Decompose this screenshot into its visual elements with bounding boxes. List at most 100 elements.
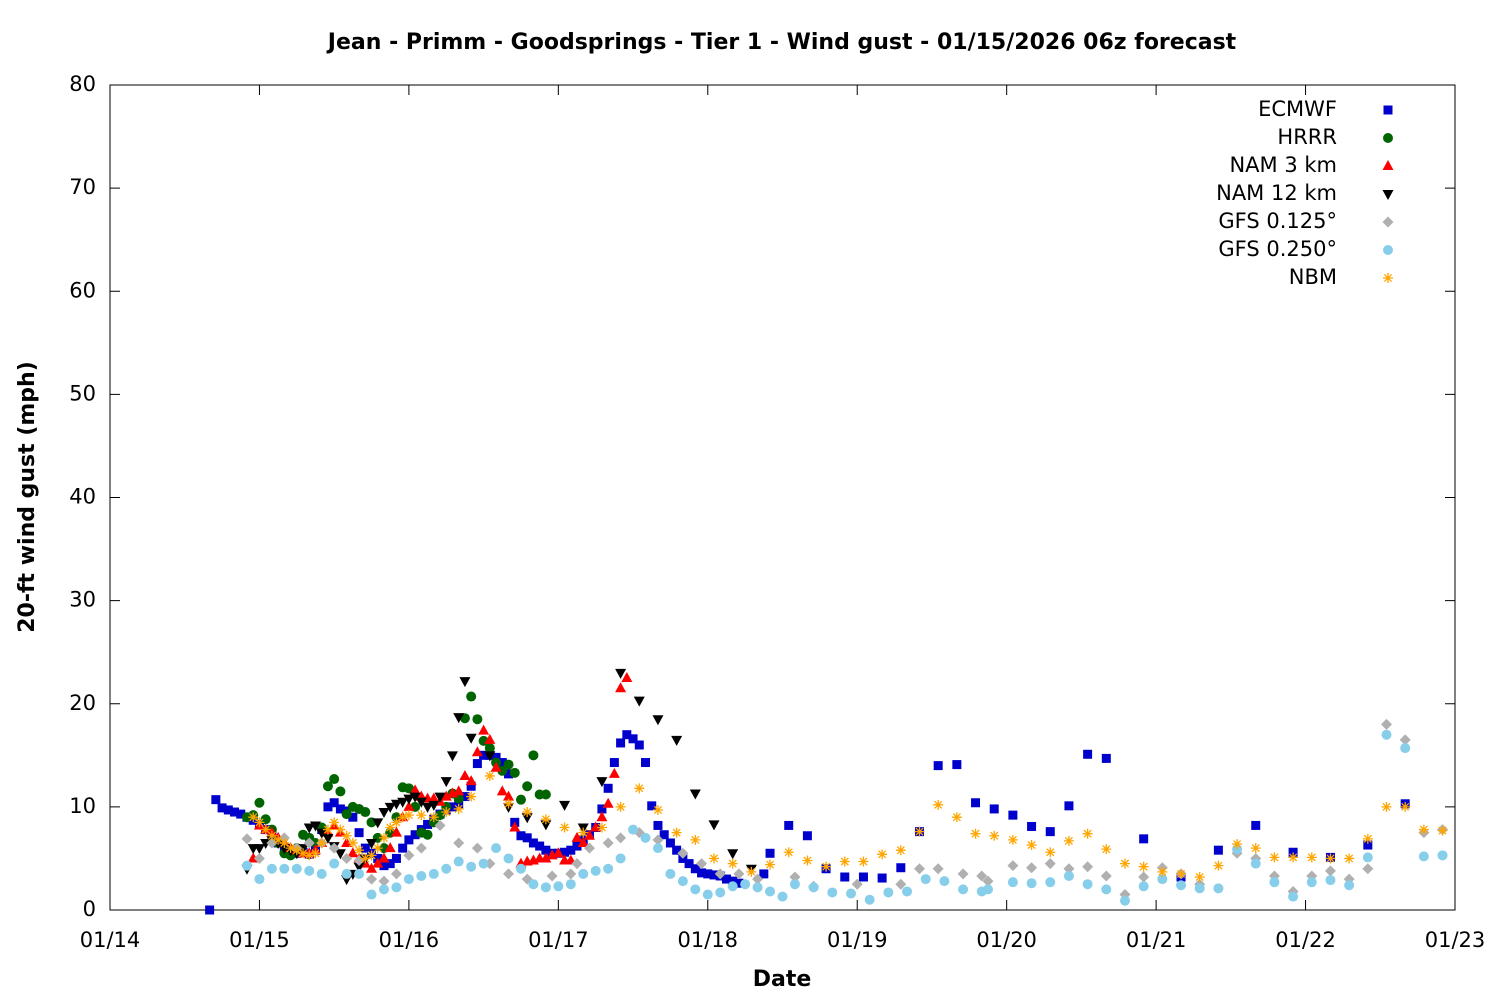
data-point [590, 821, 602, 832]
data-point [397, 812, 408, 823]
data-point [415, 797, 427, 808]
data-point [1082, 861, 1094, 873]
data-point [933, 799, 944, 810]
data-point [316, 828, 328, 839]
data-point [384, 842, 396, 853]
data-point [347, 837, 358, 848]
data-point [877, 849, 888, 860]
data-point [360, 843, 370, 853]
data-point [253, 844, 265, 855]
data-point [465, 775, 477, 786]
data-point [341, 836, 353, 847]
data-point [403, 800, 415, 811]
data-point [422, 829, 433, 840]
legend-marker [1383, 245, 1393, 255]
data-point [379, 861, 389, 871]
data-point [459, 677, 471, 688]
data-point [347, 847, 359, 858]
data-point [478, 724, 490, 735]
data-point [353, 855, 365, 866]
data-point [702, 889, 713, 900]
data-point [472, 714, 483, 725]
data-point [653, 820, 663, 830]
data-point [454, 799, 464, 809]
data-point [384, 802, 396, 813]
data-point [1288, 891, 1299, 902]
data-point [976, 870, 988, 882]
data-point [1138, 871, 1150, 883]
data-point [434, 819, 446, 831]
data-point [765, 859, 776, 870]
data-point [360, 853, 371, 864]
data-point [989, 804, 999, 814]
data-point [845, 888, 856, 899]
data-point [733, 868, 745, 880]
data-point [615, 682, 627, 693]
data-point [335, 804, 345, 814]
data-point [864, 894, 875, 905]
data-point [1045, 847, 1056, 858]
data-point [1100, 870, 1112, 882]
y-tick-label: 20 [69, 691, 96, 715]
data-point [1288, 847, 1298, 857]
data-point [703, 869, 713, 879]
data-point [684, 859, 694, 869]
data-point [223, 805, 233, 815]
data-point [528, 879, 539, 890]
data-point [453, 837, 465, 849]
data-point [851, 878, 863, 890]
data-point [304, 865, 315, 876]
legend-marker [1383, 273, 1393, 283]
data-point [354, 845, 365, 856]
data-point [1026, 862, 1038, 874]
legend-marker [1383, 133, 1393, 143]
data-point [303, 823, 315, 834]
data-point [727, 881, 738, 892]
x-tick-label: 01/16 [379, 928, 440, 952]
data-point [497, 758, 507, 768]
data-point [323, 802, 333, 812]
data-point [808, 882, 819, 893]
y-tick-label: 60 [69, 278, 96, 302]
data-point [628, 824, 639, 835]
data-point [634, 740, 644, 750]
data-point [1157, 874, 1168, 885]
data-point [789, 871, 801, 883]
data-point [472, 759, 482, 769]
data-point [690, 834, 701, 845]
data-point [565, 879, 576, 890]
data-point [310, 848, 321, 859]
data-point [397, 797, 409, 808]
data-point [895, 878, 907, 890]
data-point [709, 870, 719, 880]
data-point [385, 859, 395, 869]
data-point [328, 842, 340, 854]
data-point [615, 832, 627, 844]
data-point [597, 804, 607, 814]
data-point [1007, 877, 1018, 888]
data-point [540, 814, 551, 825]
data-point [622, 730, 632, 740]
data-point [465, 733, 477, 744]
data-point [553, 881, 564, 892]
data-point [952, 760, 962, 770]
data-point [583, 829, 595, 840]
data-point [391, 853, 401, 863]
data-point [1363, 840, 1373, 850]
data-point [316, 837, 327, 848]
chart-title: Jean - Primm - Goodsprings - Tier 1 - Wi… [326, 30, 1237, 55]
data-point [466, 791, 477, 802]
y-tick-label: 40 [69, 485, 96, 509]
data-point [746, 866, 757, 877]
x-tick-label: 01/15 [229, 928, 290, 952]
data-point [958, 884, 969, 895]
data-point [989, 830, 1000, 841]
data-point [1344, 853, 1355, 864]
data-point [341, 830, 352, 841]
data-point [266, 830, 277, 841]
data-point [471, 842, 483, 854]
y-tick-label: 80 [69, 72, 96, 96]
data-point [453, 713, 465, 724]
data-point [372, 857, 384, 868]
